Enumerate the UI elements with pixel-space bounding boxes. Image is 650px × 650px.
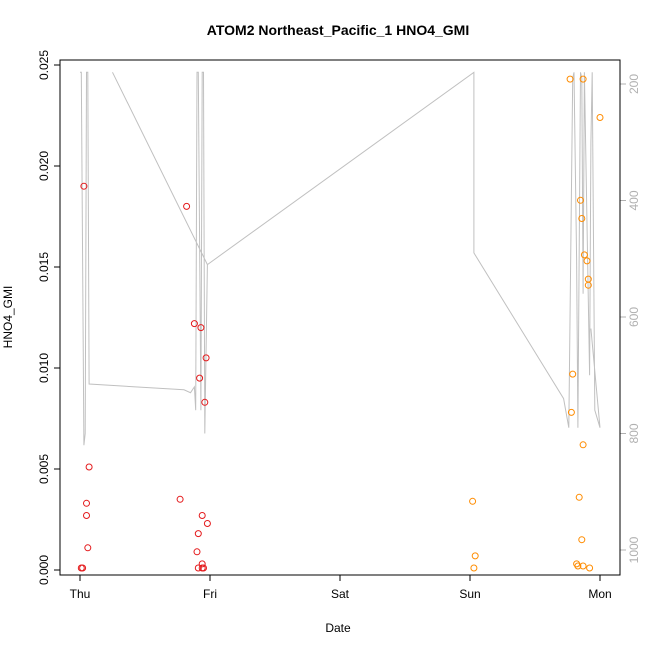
data-point [198, 512, 206, 519]
y2-tick-label: 1000 [627, 536, 641, 563]
chart-title: ATOM2 Northeast_Pacific_1 HNO4_GMI [207, 22, 469, 38]
data-point [579, 562, 587, 570]
y2-tick-label: 400 [627, 190, 641, 210]
data-point [578, 215, 586, 222]
pressure-line-layer [80, 71, 601, 446]
data-point [194, 564, 202, 572]
data-point [579, 441, 587, 449]
data-point [566, 75, 574, 83]
data-point [470, 564, 478, 572]
y-tick-label: 0.005 [37, 454, 51, 484]
data-point [201, 398, 209, 406]
data-point [84, 544, 92, 552]
data-point [577, 196, 584, 204]
data-point [584, 275, 592, 283]
plot-frame [59, 59, 621, 576]
data-point [574, 562, 582, 570]
y-tick-label: 0.010 [37, 353, 51, 383]
data-point [79, 564, 87, 572]
data-point [193, 548, 201, 556]
x-tick-label: Mon [588, 587, 611, 601]
data-point [197, 324, 205, 332]
data-point [579, 75, 587, 83]
data-point [176, 495, 184, 503]
data-points-layer [77, 75, 604, 572]
data-point [183, 202, 191, 210]
data-point [575, 493, 583, 501]
y-tick-label: 0.020 [37, 151, 51, 181]
x-axis-label: Date [325, 621, 351, 635]
y-tick-label: 0.015 [37, 252, 51, 282]
data-point [196, 374, 204, 382]
x-tick-label: Thu [70, 587, 91, 601]
data-point [586, 564, 594, 572]
data-point [569, 370, 577, 378]
data-point [80, 182, 88, 190]
x-tick-label: Sun [459, 587, 480, 601]
data-point [194, 530, 202, 538]
data-point [83, 512, 90, 519]
data-point [469, 497, 477, 505]
data-point [580, 251, 588, 259]
y2-tick-label: 200 [627, 74, 641, 94]
data-point [200, 564, 207, 572]
data-point [202, 354, 210, 362]
data-point [83, 499, 90, 507]
data-point [203, 520, 211, 527]
y-tick-label: 0.025 [37, 50, 51, 80]
axes-layer: Thu Fri Sat Sun Mon 0.000 0.005 0.010 0.015 0.020… [37, 50, 641, 601]
data-point [198, 560, 206, 568]
data-point [578, 536, 586, 544]
data-point [471, 552, 479, 560]
y-tick-label: 0.000 [37, 555, 51, 585]
data-point [85, 463, 93, 471]
data-point [583, 257, 591, 265]
y2-tick-label: 600 [627, 307, 641, 327]
data-point [567, 408, 575, 416]
y-axis-label: HNO4_GMI [1, 286, 15, 349]
data-point [596, 114, 604, 121]
x-tick-label: Sat [331, 587, 350, 601]
pressure-line [80, 71, 601, 446]
y2-tick-label: 800 [627, 423, 641, 443]
data-point [190, 320, 198, 328]
x-tick-label: Fri [203, 587, 217, 601]
